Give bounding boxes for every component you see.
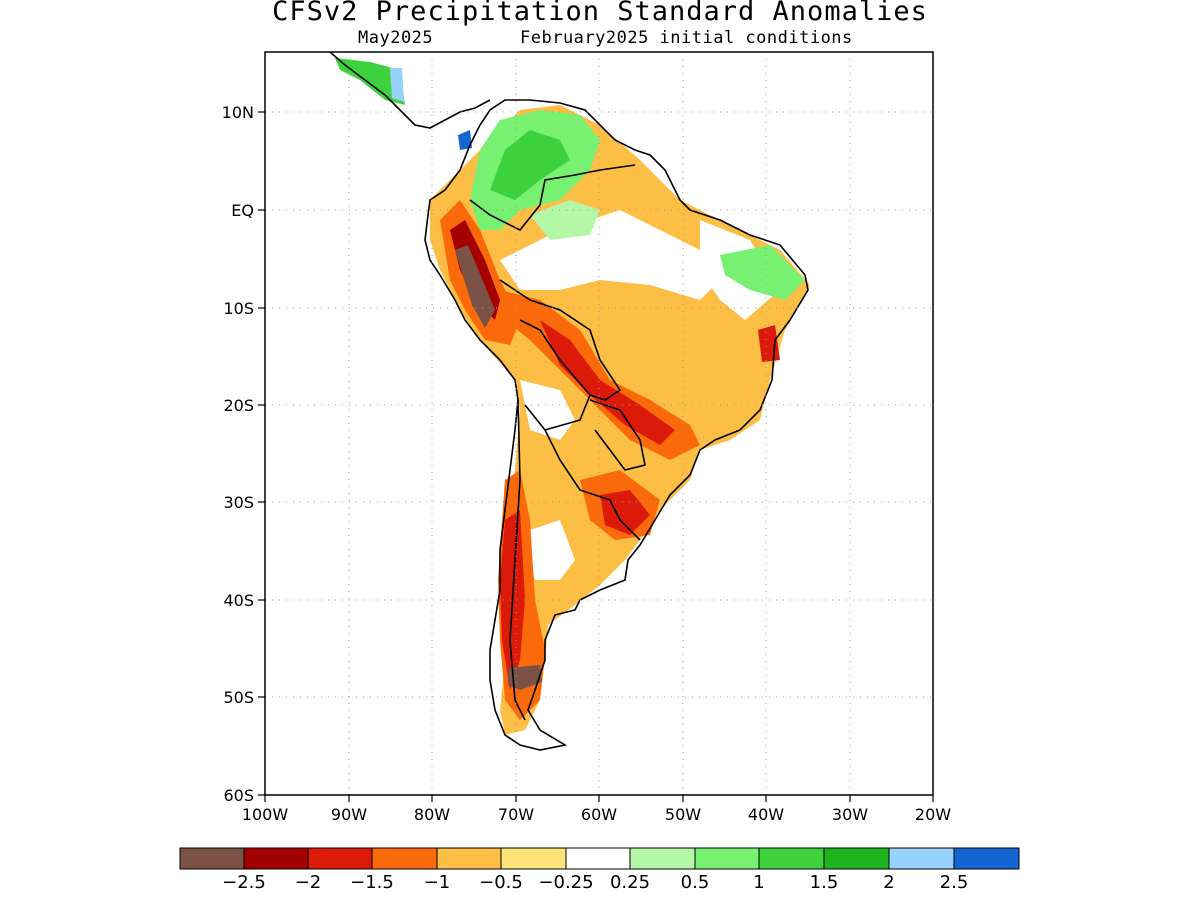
anomaly-region-blue-central-america — [390, 68, 404, 102]
lon-tick-labels: 100W 90W 80W 70W 60W 50W 40W 30W 20W — [242, 805, 951, 824]
colorbar-label: 1.5 — [809, 872, 839, 893]
colorbar-label: −1.5 — [350, 872, 394, 893]
colorbar-label: 2.5 — [939, 872, 969, 893]
lon-label-30w: 30W — [832, 805, 868, 824]
anomaly-field — [335, 58, 810, 735]
border-argentina — [544, 429, 641, 541]
colorbar-swatch — [565, 847, 631, 870]
colorbar-label: 1 — [753, 872, 765, 893]
lat-label-60s: 60S — [223, 786, 254, 805]
colorbar-swatch — [758, 847, 825, 870]
lat-label-50s: 50S — [223, 688, 254, 707]
anomaly-region-red-arc — [540, 320, 675, 445]
lat-label-eq: EQ — [231, 201, 254, 220]
colorbar-swatch — [823, 847, 890, 870]
lon-label-80w: 80W — [414, 805, 450, 824]
lon-label-50w: 50W — [665, 805, 701, 824]
anomaly-region-brown-patagonia — [508, 665, 542, 690]
colorbar-swatch — [953, 847, 1020, 870]
border-brazil-west — [499, 279, 622, 401]
lon-label-100w: 100W — [242, 805, 289, 824]
lon-label-60w: 60W — [581, 805, 617, 824]
colorbar-swatch — [500, 847, 567, 870]
initial-conditions: February2025 initial conditions — [520, 28, 853, 48]
colorbar-swatch — [307, 847, 373, 870]
colorbar — [179, 847, 1020, 870]
lat-label-10n: 10N — [222, 103, 254, 122]
lon-label-70w: 70W — [498, 805, 534, 824]
border-paraguay — [589, 399, 646, 471]
coastline-central-america — [329, 52, 491, 129]
colorbar-swatch — [629, 847, 696, 870]
colorbar-label: −2 — [294, 872, 322, 893]
colorbar-swatch — [243, 847, 309, 870]
anomaly-region-blue-colombia — [458, 130, 472, 150]
lat-tick-labels: 10N EQ 10S 20S 30S 40S 50S 60S — [222, 103, 254, 805]
colorbar-swatch — [694, 847, 760, 870]
map-title: CFSv2 Precipitation Standard Anomalies — [272, 0, 928, 27]
colorbar-swatch — [436, 847, 502, 870]
colorbar-swatch — [371, 847, 438, 870]
anomaly-region-brown-andes — [455, 245, 495, 328]
colorbar-swatch — [888, 847, 955, 870]
colorbar-label: 2 — [883, 872, 895, 893]
anomaly-region-white-south — [528, 520, 575, 580]
lon-label-90w: 90W — [331, 805, 367, 824]
lat-label-30s: 30S — [223, 493, 254, 512]
colorbar-label: −0.5 — [479, 872, 523, 893]
coastline-south-america — [424, 99, 809, 751]
colorbar-label: 0.25 — [609, 872, 651, 893]
gridlines — [265, 52, 933, 795]
lon-tick-marks — [264, 795, 934, 802]
colorbar-label: −2.5 — [222, 872, 266, 893]
lat-label-10s: 10S — [223, 299, 254, 318]
forecast-month: May2025 — [358, 28, 434, 48]
coastlines — [329, 52, 809, 751]
lat-label-40s: 40S — [223, 591, 254, 610]
lon-label-20w: 20W — [915, 805, 951, 824]
colorbar-label: −1 — [423, 872, 451, 893]
anomaly-region-darkgreen-north — [490, 130, 570, 200]
border-chile — [509, 399, 526, 721]
anomaly-region-green-ne — [720, 245, 805, 300]
colorbar-label: −0.25 — [538, 872, 594, 893]
lon-label-40w: 40W — [748, 805, 784, 824]
colorbar-swatch — [179, 847, 245, 870]
border-northern — [469, 164, 636, 232]
lat-tick-marks — [258, 111, 265, 796]
colorbar-label: 0.5 — [680, 872, 710, 893]
anomaly-region-lightgreen-north — [530, 200, 600, 240]
anomaly-region-red-southeast — [600, 490, 650, 535]
lat-label-20s: 20S — [223, 396, 254, 415]
